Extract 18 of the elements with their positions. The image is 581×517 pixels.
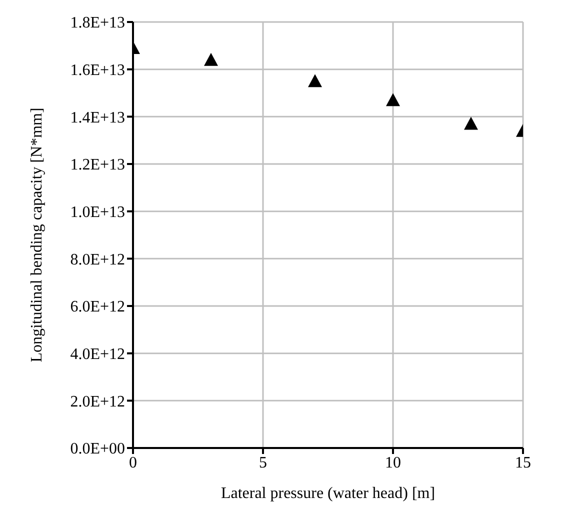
x-tick-label: 10 [385, 454, 401, 472]
y-tick-label: 2.0E+12 [70, 393, 125, 410]
x-tick-label: 5 [259, 454, 267, 472]
point [308, 74, 322, 88]
y-tick-label: 1.0E+13 [70, 204, 125, 222]
x-axis-title: Lateral pressure (water head) [m] [220, 485, 436, 502]
y-tick-label: 0.0E+00 [70, 440, 125, 458]
y-axis-title: Longitudinal bending capacity [N*mm] [28, 108, 46, 362]
y-tick-label: 1.6E+13 [70, 62, 125, 80]
y-tick-label: 1.4E+13 [70, 109, 125, 126]
y-tick-label: 6.0E+12 [70, 298, 125, 316]
point [386, 93, 400, 106]
y-tick-label: 1.8E+13 [70, 14, 125, 32]
y-tick-label: 1.2E+13 [70, 156, 125, 174]
x-tick-label: 0 [129, 454, 137, 472]
y-tick-label: 4.0E+12 [70, 346, 125, 364]
x-tick-label: 15 [515, 454, 531, 472]
y-tick-label: 8.0E+12 [70, 251, 125, 268]
